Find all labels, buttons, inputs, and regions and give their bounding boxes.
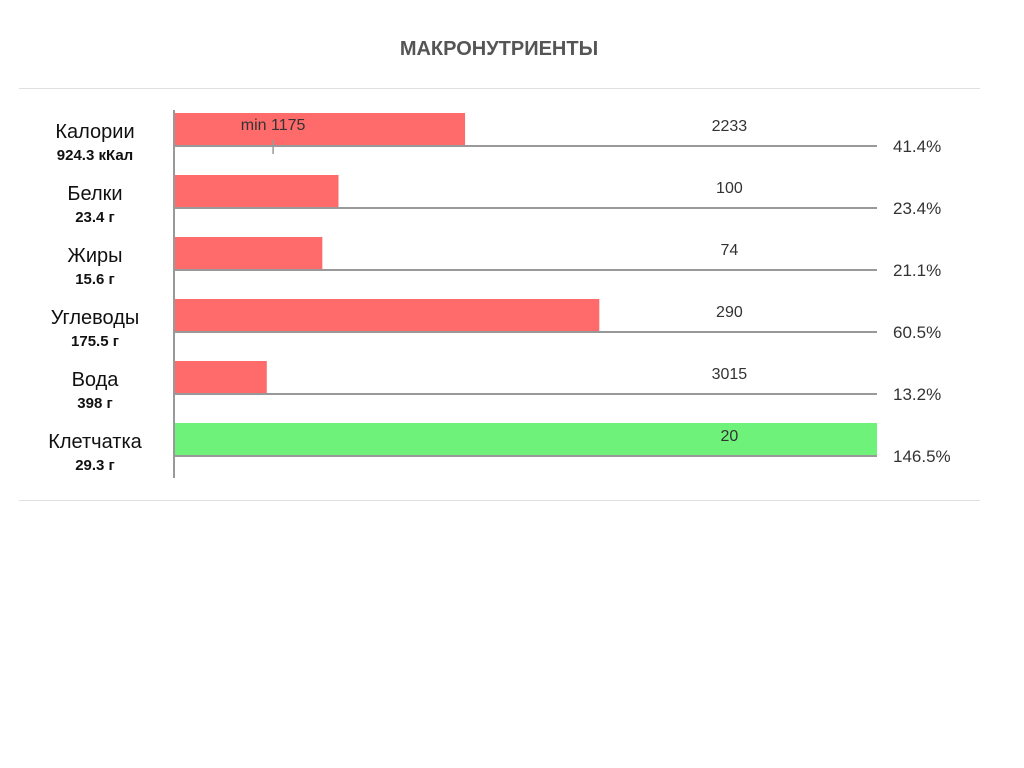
bar-row-5	[175, 423, 877, 455]
category-value: 29.3 г	[75, 457, 115, 474]
target-label: 3015	[712, 366, 748, 383]
bar-row-0	[175, 113, 466, 145]
percent-label: 146.5%	[893, 447, 951, 466]
percent-label: 13.2%	[893, 385, 941, 404]
category-label: Калории	[55, 121, 134, 143]
top-divider	[19, 88, 980, 89]
percent-label: 41.4%	[893, 137, 941, 156]
category-label: Белки	[67, 183, 122, 205]
target-label: 2233	[712, 118, 748, 135]
category-value: 175.5 г	[71, 333, 119, 350]
min-label: min 1175	[241, 117, 306, 134]
category-value: 23.4 г	[75, 209, 115, 226]
category-value: 398 г	[77, 395, 112, 412]
target-label: 100	[716, 180, 743, 197]
percent-label: 23.4%	[893, 199, 941, 218]
bar-row-2	[175, 237, 323, 269]
category-label: Углеводы	[51, 307, 140, 329]
bottom-divider	[19, 500, 980, 501]
category-label: Клетчатка	[48, 431, 142, 453]
category-label: Жиры	[67, 245, 122, 267]
bar-row-1	[175, 175, 339, 207]
target-label: 74	[721, 242, 739, 259]
percent-label: 21.1%	[893, 261, 941, 280]
chart-title: МАКРОНУТРИЕНТЫ	[399, 38, 599, 60]
category-label: Вода	[72, 369, 120, 391]
category-value: 15.6 г	[75, 271, 115, 288]
target-label: 20	[721, 428, 739, 445]
bar-row-3	[175, 299, 600, 331]
target-label: 290	[716, 304, 743, 321]
bar-row-4	[175, 361, 267, 393]
percent-label: 60.5%	[893, 323, 941, 342]
category-value: 924.3 кКал	[57, 147, 133, 164]
